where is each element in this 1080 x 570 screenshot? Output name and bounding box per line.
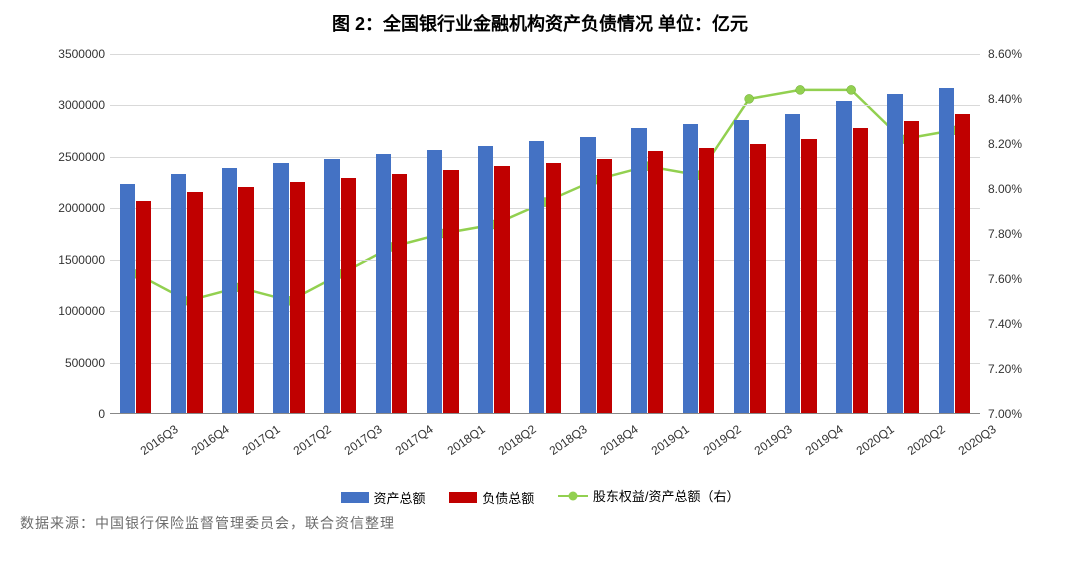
bar-assets: [631, 128, 646, 413]
y-right-tick-label: 8.60%: [988, 47, 1050, 61]
y-left-tick-label: 3000000: [30, 98, 105, 112]
gridline: [110, 54, 980, 55]
y-right-tick-label: 7.60%: [988, 272, 1050, 286]
y-left-tick-label: 0: [30, 407, 105, 421]
legend-label-assets: 资产总额: [374, 488, 426, 507]
y-left-tick-label: 2000000: [30, 201, 105, 215]
bar-liabilities: [341, 178, 356, 413]
x-tick-label: 2018Q1: [444, 422, 487, 458]
legend-label-ratio: 股东权益/资产总额（右）: [593, 486, 740, 505]
y-right-tick-label: 8.20%: [988, 137, 1050, 151]
bar-liabilities: [597, 159, 612, 413]
chart-title: 图 2：全国银行业金融机构资产负债情况 单位：亿元: [20, 10, 1060, 36]
y-right-tick-label: 8.00%: [988, 182, 1050, 196]
x-tick-label: 2017Q4: [393, 422, 436, 458]
y-left-tick-label: 1000000: [30, 304, 105, 318]
x-tick-label: 2019Q2: [700, 422, 743, 458]
y-left-tick-label: 2500000: [30, 150, 105, 164]
y-right-tick-label: 7.80%: [988, 227, 1050, 241]
bar-liabilities: [648, 151, 663, 413]
bar-assets: [171, 174, 186, 413]
equity-ratio-marker: [796, 85, 805, 94]
bar-liabilities: [853, 128, 868, 413]
legend-swatch-assets: [341, 492, 369, 503]
y-right-tick-label: 7.40%: [988, 317, 1050, 331]
bar-assets: [376, 154, 391, 413]
bar-assets: [529, 141, 544, 413]
bar-liabilities: [801, 139, 816, 413]
bar-liabilities: [750, 144, 765, 413]
x-tick-label: 2018Q3: [547, 422, 590, 458]
plot-area: [110, 54, 980, 414]
bar-assets: [324, 159, 339, 413]
x-tick-label: 2019Q1: [649, 422, 692, 458]
bar-assets: [939, 88, 954, 413]
bar-liabilities: [392, 174, 407, 413]
legend-swatch-liabilities: [449, 492, 477, 503]
bar-assets: [683, 124, 698, 413]
legend: 资产总额 负债总额 股东权益/资产总额（右）: [20, 486, 1060, 507]
bar-liabilities: [238, 187, 253, 413]
bar-liabilities: [494, 166, 509, 413]
bar-assets: [427, 150, 442, 413]
bar-assets: [580, 137, 595, 413]
bar-liabilities: [443, 170, 458, 413]
x-tick-label: 2020Q1: [854, 422, 897, 458]
x-tick-label: 2020Q2: [905, 422, 948, 458]
bar-assets: [734, 120, 749, 413]
bar-assets: [785, 114, 800, 413]
legend-item-liabilities: 负债总额: [449, 488, 534, 507]
x-tick-label: 2017Q2: [291, 422, 334, 458]
x-tick-label: 2017Q1: [240, 422, 283, 458]
y-right-tick-label: 7.00%: [988, 407, 1050, 421]
x-tick-label: 2017Q3: [342, 422, 385, 458]
legend-item-assets: 资产总额: [341, 488, 426, 507]
chart-container: 0 500000 1000000 1500000 2000000 2500000 30000…: [30, 44, 1050, 484]
y-left-tick-label: 500000: [30, 356, 105, 370]
legend-label-liabilities: 负债总额: [482, 488, 534, 507]
bar-assets: [273, 163, 288, 413]
x-tick-label: 2016Q4: [188, 422, 231, 458]
bar-liabilities: [290, 182, 305, 413]
equity-ratio-marker: [745, 94, 754, 103]
legend-line-ratio: [558, 489, 588, 503]
x-tick-label: 2018Q4: [598, 422, 641, 458]
equity-ratio-marker: [847, 85, 856, 94]
bar-liabilities: [699, 148, 714, 413]
y-left-tick-label: 3500000: [30, 47, 105, 61]
bar-assets: [887, 94, 902, 413]
bar-liabilities: [187, 192, 202, 413]
bar-liabilities: [136, 201, 151, 413]
x-tick-label: 2019Q3: [751, 422, 794, 458]
y-right-tick-label: 8.40%: [988, 92, 1050, 106]
bar-assets: [478, 146, 493, 413]
x-tick-label: 2020Q3: [956, 422, 999, 458]
x-tick-label: 2018Q2: [496, 422, 539, 458]
legend-item-ratio: 股东权益/资产总额（右）: [558, 486, 740, 505]
y-left-tick-label: 1500000: [30, 253, 105, 267]
x-tick-label: 2016Q3: [137, 422, 180, 458]
x-tick-label: 2019Q4: [803, 422, 846, 458]
bar-assets: [836, 101, 851, 413]
source-text: 数据来源：中国银行保险监督管理委员会，联合资信整理: [20, 513, 1060, 533]
bar-liabilities: [904, 121, 919, 413]
bar-liabilities: [955, 114, 970, 413]
bar-assets: [222, 168, 237, 413]
bar-assets: [120, 184, 135, 413]
y-right-tick-label: 7.20%: [988, 362, 1050, 376]
bar-liabilities: [546, 163, 561, 413]
